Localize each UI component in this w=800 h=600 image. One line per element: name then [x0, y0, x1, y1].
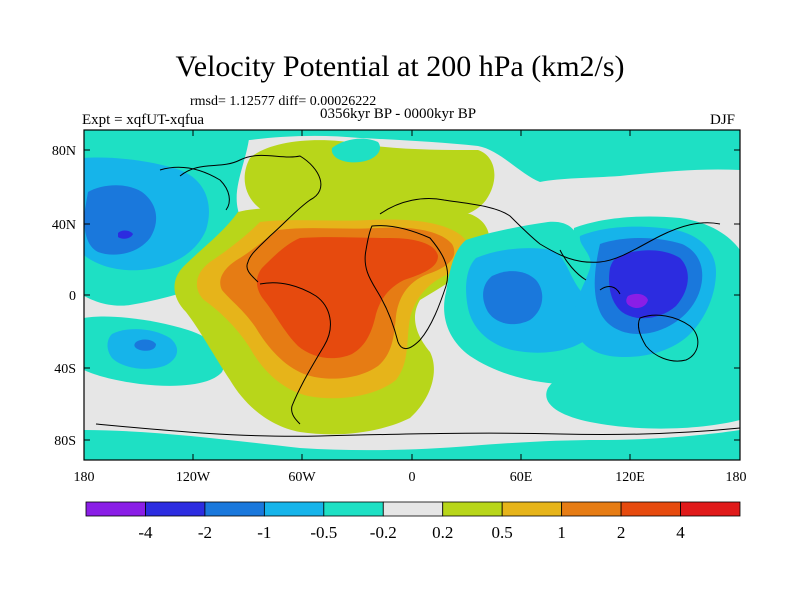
lon-label: 180	[74, 470, 95, 485]
stats-text: rmsd= 1.12577 diff= 0.00026222	[190, 94, 377, 109]
colorbar-label: -1	[257, 523, 271, 542]
contour-southern-neutral	[220, 410, 462, 449]
colorbar-swatch	[442, 501, 503, 517]
season-label: DJF	[710, 112, 736, 128]
chart-title: Velocity Potential at 200 hPa (km2/s)	[175, 50, 625, 83]
colorbar-swatch	[561, 501, 622, 517]
colorbar-label: -0.5	[310, 523, 337, 542]
contour-npacific-core	[84, 185, 157, 255]
contour-southern-teal	[84, 430, 740, 460]
colorbar-label: -4	[138, 523, 153, 542]
contour-wpacific-violet	[626, 293, 648, 308]
contour-positive-2	[256, 237, 438, 359]
coastlines	[95, 154, 740, 437]
lon-label: 120E	[615, 470, 645, 485]
colorbar-swatch	[501, 501, 563, 517]
colorbar-swatch	[85, 501, 146, 517]
colorbar-label: 0.5	[492, 523, 513, 542]
colorbar-swatch	[382, 501, 444, 517]
lat-label: 0	[69, 289, 76, 304]
lon-label: 60E	[510, 470, 533, 485]
colorbar-swatch	[620, 501, 681, 517]
colorbar-label: -0.2	[370, 523, 397, 542]
colorbar-swatch	[145, 501, 206, 517]
lat-label: 80S	[54, 434, 76, 449]
colorbar-swatch	[204, 501, 265, 517]
colorbar	[85, 501, 741, 517]
lat-label: 80N	[52, 144, 76, 159]
contour-arctic-teal	[331, 138, 380, 163]
colorbar-label: 4	[676, 523, 685, 542]
lat-label: 40N	[52, 218, 76, 233]
contour-npacific-min	[118, 230, 133, 239]
contour-field	[84, 130, 740, 460]
experiment-label: Expt = xqfUT-xqfua	[82, 112, 205, 128]
lon-label: 120W	[176, 470, 211, 485]
lat-tick-marks	[84, 149, 740, 441]
colorbar-swatch	[680, 501, 741, 517]
lon-label: 0	[409, 470, 416, 485]
lat-label: 40S	[54, 362, 76, 377]
colorbar-swatch	[263, 501, 325, 517]
contour-indian-core	[483, 271, 543, 325]
colorbar-labels: -4 -2 -1 -0.5 -0.2 0.2 0.5 1 2 4	[138, 523, 685, 542]
contour-spacific-core	[134, 339, 156, 351]
period-text: 0356kyr BP - 0000kyr BP	[320, 106, 477, 122]
lon-tick-marks	[83, 130, 741, 460]
lon-label: 180	[726, 470, 747, 485]
colorbar-label: 0.2	[432, 523, 453, 542]
contour-arctic-band	[84, 130, 740, 182]
colorbar-swatch	[323, 501, 384, 517]
lon-label: 60W	[288, 470, 316, 485]
colorbar-label: -2	[198, 523, 212, 542]
colorbar-label: 1	[557, 523, 566, 542]
colorbar-label: 2	[617, 523, 626, 542]
